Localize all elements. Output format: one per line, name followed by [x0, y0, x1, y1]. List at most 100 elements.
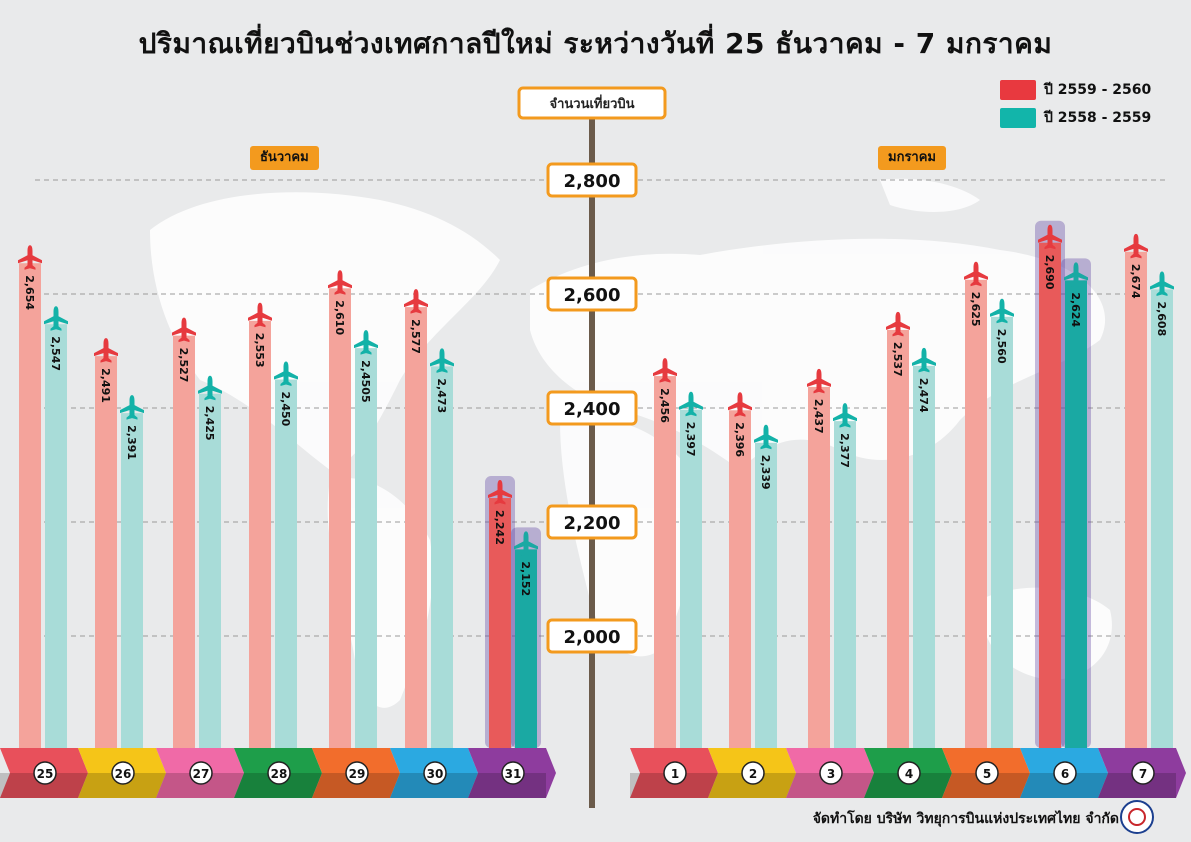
bar-current — [249, 320, 271, 748]
plane-icon — [754, 424, 778, 450]
month-tag-december: ธันวาคม — [250, 146, 319, 170]
tick-label: 2,000 — [564, 627, 621, 648]
day-label: 27 — [193, 767, 210, 781]
day-badge — [1053, 761, 1077, 785]
day-label: 7 — [1139, 767, 1147, 781]
bar-current — [808, 386, 830, 748]
day-badge — [33, 761, 57, 785]
plane-icon — [1038, 224, 1062, 250]
plane-icon — [94, 338, 118, 363]
day-label: 2 — [749, 767, 757, 781]
day-badge — [741, 761, 765, 785]
plane-shape — [807, 368, 831, 394]
legend-swatch-previous — [1000, 108, 1036, 128]
day-badge — [1131, 761, 1155, 785]
bar-previous — [1151, 289, 1173, 748]
value-label: 2,242 — [493, 510, 506, 545]
value-label: 2,690 — [1043, 255, 1056, 290]
plane-icon — [1150, 271, 1174, 296]
logo-emblem — [1128, 808, 1146, 826]
day-label: 3 — [827, 767, 835, 781]
plane-shape — [1150, 271, 1174, 296]
value-label: 2,608 — [1155, 301, 1168, 336]
bar-previous — [834, 421, 856, 748]
bar-current — [405, 307, 427, 748]
plane-icon — [430, 348, 454, 373]
legend-label-previous: ปี 2558 - 2559 — [1044, 110, 1152, 126]
plane-icon — [514, 531, 538, 556]
tick-label: 2,400 — [564, 399, 621, 420]
day-label: 5 — [983, 767, 991, 781]
plane-icon — [912, 347, 936, 373]
bar-current — [95, 356, 117, 748]
value-axis: จำนวนเที่ยวบิน 2,000 2,200 2,400 2,600 2,800 — [517, 86, 667, 808]
day-badge — [819, 761, 843, 785]
plane-shape — [754, 424, 778, 450]
axis-pole — [589, 118, 595, 808]
plane-shape — [653, 358, 677, 383]
bar-current — [729, 410, 751, 748]
chart-title: ปริมาณเที่ยวบินช่วงเทศกาลปีใหม่ ระหว่างว… — [138, 27, 1053, 60]
value-label: 2,152 — [519, 561, 532, 596]
tick-box — [546, 618, 638, 654]
plane-icon — [172, 317, 196, 343]
bar-current — [1039, 242, 1061, 748]
bar-previous — [199, 393, 221, 748]
value-label: 2,377 — [838, 433, 851, 468]
bar-current — [965, 279, 987, 748]
plane-shape — [990, 298, 1014, 324]
plane-icon — [679, 391, 703, 417]
day-badge — [189, 761, 213, 785]
bar-previous — [913, 365, 935, 748]
bar-current — [19, 263, 41, 748]
day-label: 29 — [349, 767, 366, 781]
plane-icon — [488, 480, 512, 505]
aerothai-logo — [1120, 800, 1154, 834]
bar-current — [489, 498, 511, 748]
value-label: 2,437 — [812, 399, 825, 434]
plane-icon — [1064, 262, 1088, 287]
tick-box — [546, 504, 638, 540]
plane-icon — [990, 298, 1014, 324]
plane-icon — [328, 270, 352, 295]
plane-shape — [354, 330, 378, 355]
plane-icon — [354, 330, 378, 355]
bar-previous — [121, 413, 143, 748]
plane-shape — [1064, 262, 1088, 287]
axis-label-box — [517, 86, 667, 120]
credit-footer: จัดทำโดย บริษัท วิทยุการบินแห่งประเทศไทย… — [812, 811, 1119, 827]
day-label: 25 — [37, 767, 54, 781]
value-label: 2,339 — [759, 455, 772, 490]
plane-icon — [120, 395, 144, 420]
plane-icon — [44, 306, 68, 331]
bars-layer: 2,654 2,547 2,491 2,391 2,527 2,425 2,553 2,450… — [18, 220, 1174, 748]
legend-item-previous: ปี 2558 - 2559 — [1000, 104, 1151, 132]
plane-shape — [430, 348, 454, 373]
value-label: 2,391 — [125, 425, 138, 460]
plane-icon — [274, 361, 298, 386]
plane-icon — [18, 245, 42, 270]
plane-shape — [44, 306, 68, 331]
day-label: 26 — [115, 767, 132, 781]
plane-shape — [488, 480, 512, 505]
legend-label-current: ปี 2559 - 2560 — [1044, 82, 1152, 98]
plane-icon — [807, 368, 831, 394]
day-badge — [267, 761, 291, 785]
plane-shape — [328, 270, 352, 295]
plane-shape — [679, 391, 703, 417]
plane-shape — [1124, 233, 1148, 259]
day-label: 6 — [1061, 767, 1069, 781]
plane-shape — [18, 245, 42, 270]
bar-previous — [515, 549, 537, 748]
value-label: 2,396 — [733, 422, 746, 457]
bar-previous — [431, 366, 453, 748]
day-label: 30 — [427, 767, 444, 781]
plane-shape — [248, 302, 272, 328]
plane-shape — [514, 531, 538, 556]
tick-label: 2,200 — [564, 513, 621, 534]
value-label: 2,527 — [177, 348, 190, 383]
bar-previous — [991, 316, 1013, 748]
value-label: 2,547 — [49, 336, 62, 371]
